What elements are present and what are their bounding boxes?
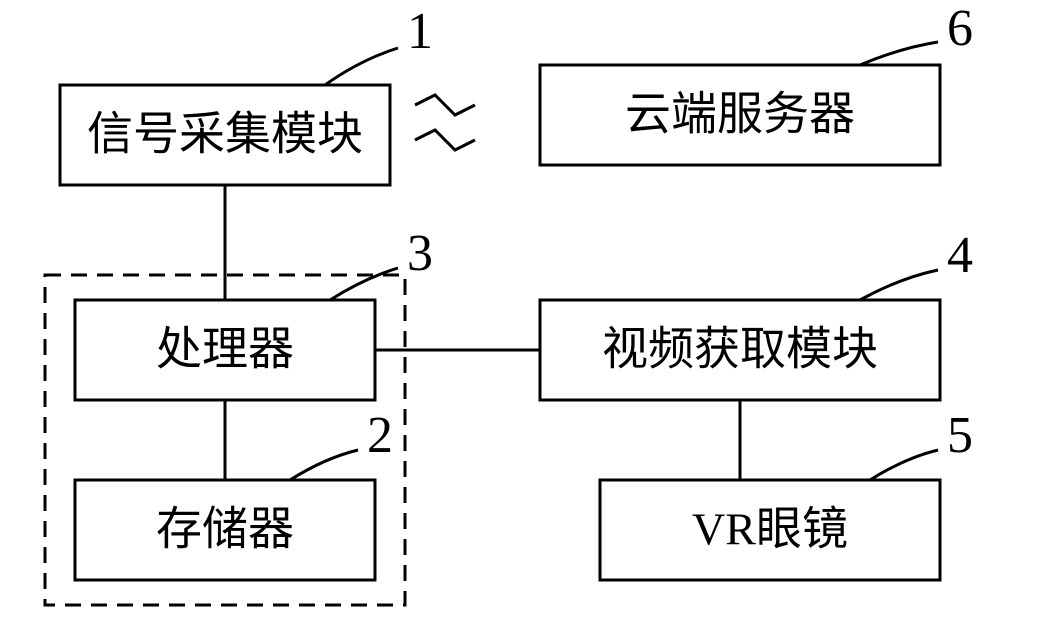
node-n4: 视频获取模块 4 <box>540 227 973 400</box>
node-number-n2: 2 <box>367 407 393 464</box>
node-number-n6: 6 <box>947 0 973 57</box>
node-n6: 云端服务器 6 <box>540 0 973 165</box>
node-n5: VR眼镜 5 <box>600 407 973 580</box>
node-label-n4: 视频获取模块 <box>602 324 878 375</box>
node-number-n1: 1 <box>407 3 433 60</box>
node-n3: 处理器 3 <box>75 225 433 400</box>
leader-n6 <box>860 42 938 65</box>
leader-n2 <box>290 450 358 480</box>
leader-n5 <box>870 450 938 480</box>
wireless-zig-1 <box>415 95 475 115</box>
leader-n4 <box>860 270 938 300</box>
node-label-n1: 信号采集模块 <box>87 109 363 160</box>
node-label-n3: 处理器 <box>156 324 294 375</box>
leader-n3 <box>330 268 398 300</box>
node-label-n6: 云端服务器 <box>625 89 855 140</box>
leader-n1 <box>325 48 398 85</box>
node-label-n2: 存储器 <box>156 504 294 555</box>
node-number-n4: 4 <box>947 227 973 284</box>
node-number-n5: 5 <box>947 407 973 464</box>
node-number-n3: 3 <box>407 225 433 282</box>
node-label-n5: VR眼镜 <box>692 504 848 555</box>
node-n2: 存储器 2 <box>75 407 393 580</box>
block-diagram: 信号采集模块 1 云端服务器 6 处理器 3 视频获取模块 4 存储器 2 VR眼镜 5 <box>0 0 1052 617</box>
wireless-zig-2 <box>415 130 475 150</box>
node-n1: 信号采集模块 1 <box>60 3 433 185</box>
